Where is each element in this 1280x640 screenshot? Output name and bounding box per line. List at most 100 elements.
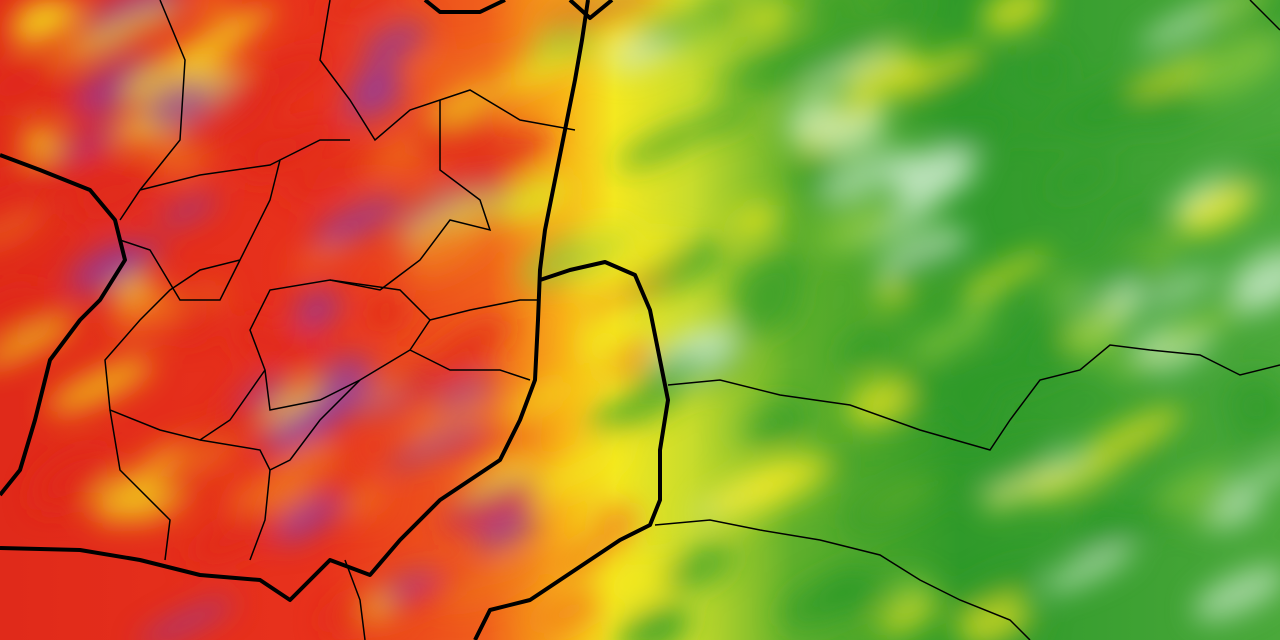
intensity-cell bbox=[293, 289, 342, 329]
intensity-cell bbox=[971, 432, 1052, 474]
intensity-cell bbox=[749, 451, 830, 507]
intensity-cell bbox=[1011, 294, 1114, 347]
region-border bbox=[264, 279, 431, 411]
intensity-cell bbox=[955, 595, 1029, 640]
intensity-cell bbox=[385, 420, 486, 471]
intensity-cell bbox=[444, 127, 550, 192]
country-border bbox=[423, 0, 506, 14]
intensity-cell bbox=[238, 136, 298, 179]
intensity-cell bbox=[733, 203, 778, 238]
intensity-cell bbox=[729, 254, 808, 309]
intensity-cell bbox=[474, 511, 538, 551]
intensity-cell bbox=[290, 241, 352, 274]
intensity-cell bbox=[1034, 455, 1138, 506]
intensity-cell bbox=[1068, 313, 1123, 362]
intensity-cell bbox=[578, 218, 626, 250]
intensity-cell bbox=[953, 359, 1011, 400]
country-border bbox=[0, 153, 127, 497]
intensity-cell bbox=[981, 0, 1050, 35]
intensity-cell bbox=[157, 194, 219, 228]
intensity-cell bbox=[781, 573, 866, 629]
intensity-cell bbox=[1088, 263, 1127, 291]
intensity-cell bbox=[380, 569, 438, 603]
intensity-cell bbox=[1023, 52, 1068, 90]
intensity-cell bbox=[0, 286, 44, 328]
intensity-cell bbox=[1109, 205, 1165, 236]
intensity-cell bbox=[408, 123, 503, 172]
region-border bbox=[409, 349, 531, 381]
intensity-cell bbox=[69, 166, 157, 225]
intensity-cell bbox=[822, 109, 888, 156]
region-border bbox=[654, 519, 1031, 640]
intensity-cell bbox=[552, 532, 627, 576]
intensity-cell bbox=[361, 21, 427, 64]
intensity-cell bbox=[746, 57, 818, 95]
intensity-cell bbox=[1197, 0, 1275, 26]
region-border bbox=[139, 159, 281, 191]
intensity-cell bbox=[846, 376, 912, 428]
region-border bbox=[667, 344, 1280, 451]
intensity-cell bbox=[900, 246, 962, 281]
intensity-cell bbox=[219, 395, 267, 436]
intensity-cell bbox=[957, 290, 1001, 318]
intensity-cell bbox=[888, 45, 982, 93]
intensity-cell bbox=[54, 123, 128, 161]
intensity-cell bbox=[717, 42, 814, 93]
intensity-cell bbox=[1180, 35, 1280, 100]
intensity-cell bbox=[602, 553, 675, 607]
intensity-cell bbox=[407, 391, 501, 451]
intensity-cell bbox=[494, 50, 579, 98]
region-border bbox=[199, 439, 271, 471]
intensity-cell bbox=[1157, 466, 1234, 511]
intensity-cell bbox=[702, 103, 755, 134]
intensity-cell bbox=[86, 0, 181, 39]
intensity-cell bbox=[843, 471, 953, 532]
intensity-cell bbox=[283, 146, 387, 201]
region-border bbox=[104, 100, 492, 441]
intensity-cell bbox=[994, 330, 1092, 388]
intensity-cell bbox=[568, 0, 666, 34]
intensity-cell bbox=[373, 569, 478, 621]
intensity-cell bbox=[744, 399, 808, 446]
intensity-cell bbox=[1049, 161, 1112, 196]
intensity-cell bbox=[53, 10, 160, 65]
intensity-cell bbox=[731, 294, 801, 339]
intensity-cell bbox=[190, 512, 279, 563]
intensity-cell bbox=[637, 352, 702, 390]
intensity-cell bbox=[1228, 246, 1280, 301]
intensity-cell bbox=[1193, 566, 1280, 620]
intensity-cell bbox=[446, 428, 509, 463]
intensity-cell bbox=[882, 0, 929, 25]
intensity-cell bbox=[0, 170, 52, 234]
intensity-cell bbox=[272, 328, 323, 372]
intensity-cell bbox=[960, 251, 1053, 298]
intensity-cell bbox=[0, 212, 44, 249]
intensity-cell bbox=[143, 78, 214, 131]
region-border bbox=[344, 559, 366, 640]
region-border bbox=[429, 299, 538, 321]
region-border bbox=[319, 0, 576, 142]
intensity-cell bbox=[210, 19, 258, 48]
intensity-cell bbox=[594, 501, 640, 544]
intensity-cell bbox=[1029, 458, 1109, 499]
intensity-cell bbox=[1224, 399, 1280, 444]
intensity-cell bbox=[910, 314, 992, 361]
intensity-cell bbox=[803, 21, 884, 74]
intensity-cell bbox=[647, 608, 693, 637]
intensity-cell bbox=[1209, 494, 1264, 529]
intensity-cell bbox=[838, 330, 894, 366]
intensity-cell bbox=[904, 55, 998, 114]
intensity-cell bbox=[226, 468, 300, 514]
region-border bbox=[119, 239, 241, 301]
intensity-cell bbox=[820, 147, 917, 202]
intensity-cell bbox=[1223, 374, 1280, 423]
intensity-cell bbox=[1220, 455, 1280, 500]
region-border bbox=[249, 379, 361, 561]
intensity-cell bbox=[588, 0, 678, 46]
intensity-cell bbox=[944, 399, 999, 437]
intensity-cell bbox=[1079, 493, 1122, 540]
intensity-cell bbox=[430, 81, 504, 125]
